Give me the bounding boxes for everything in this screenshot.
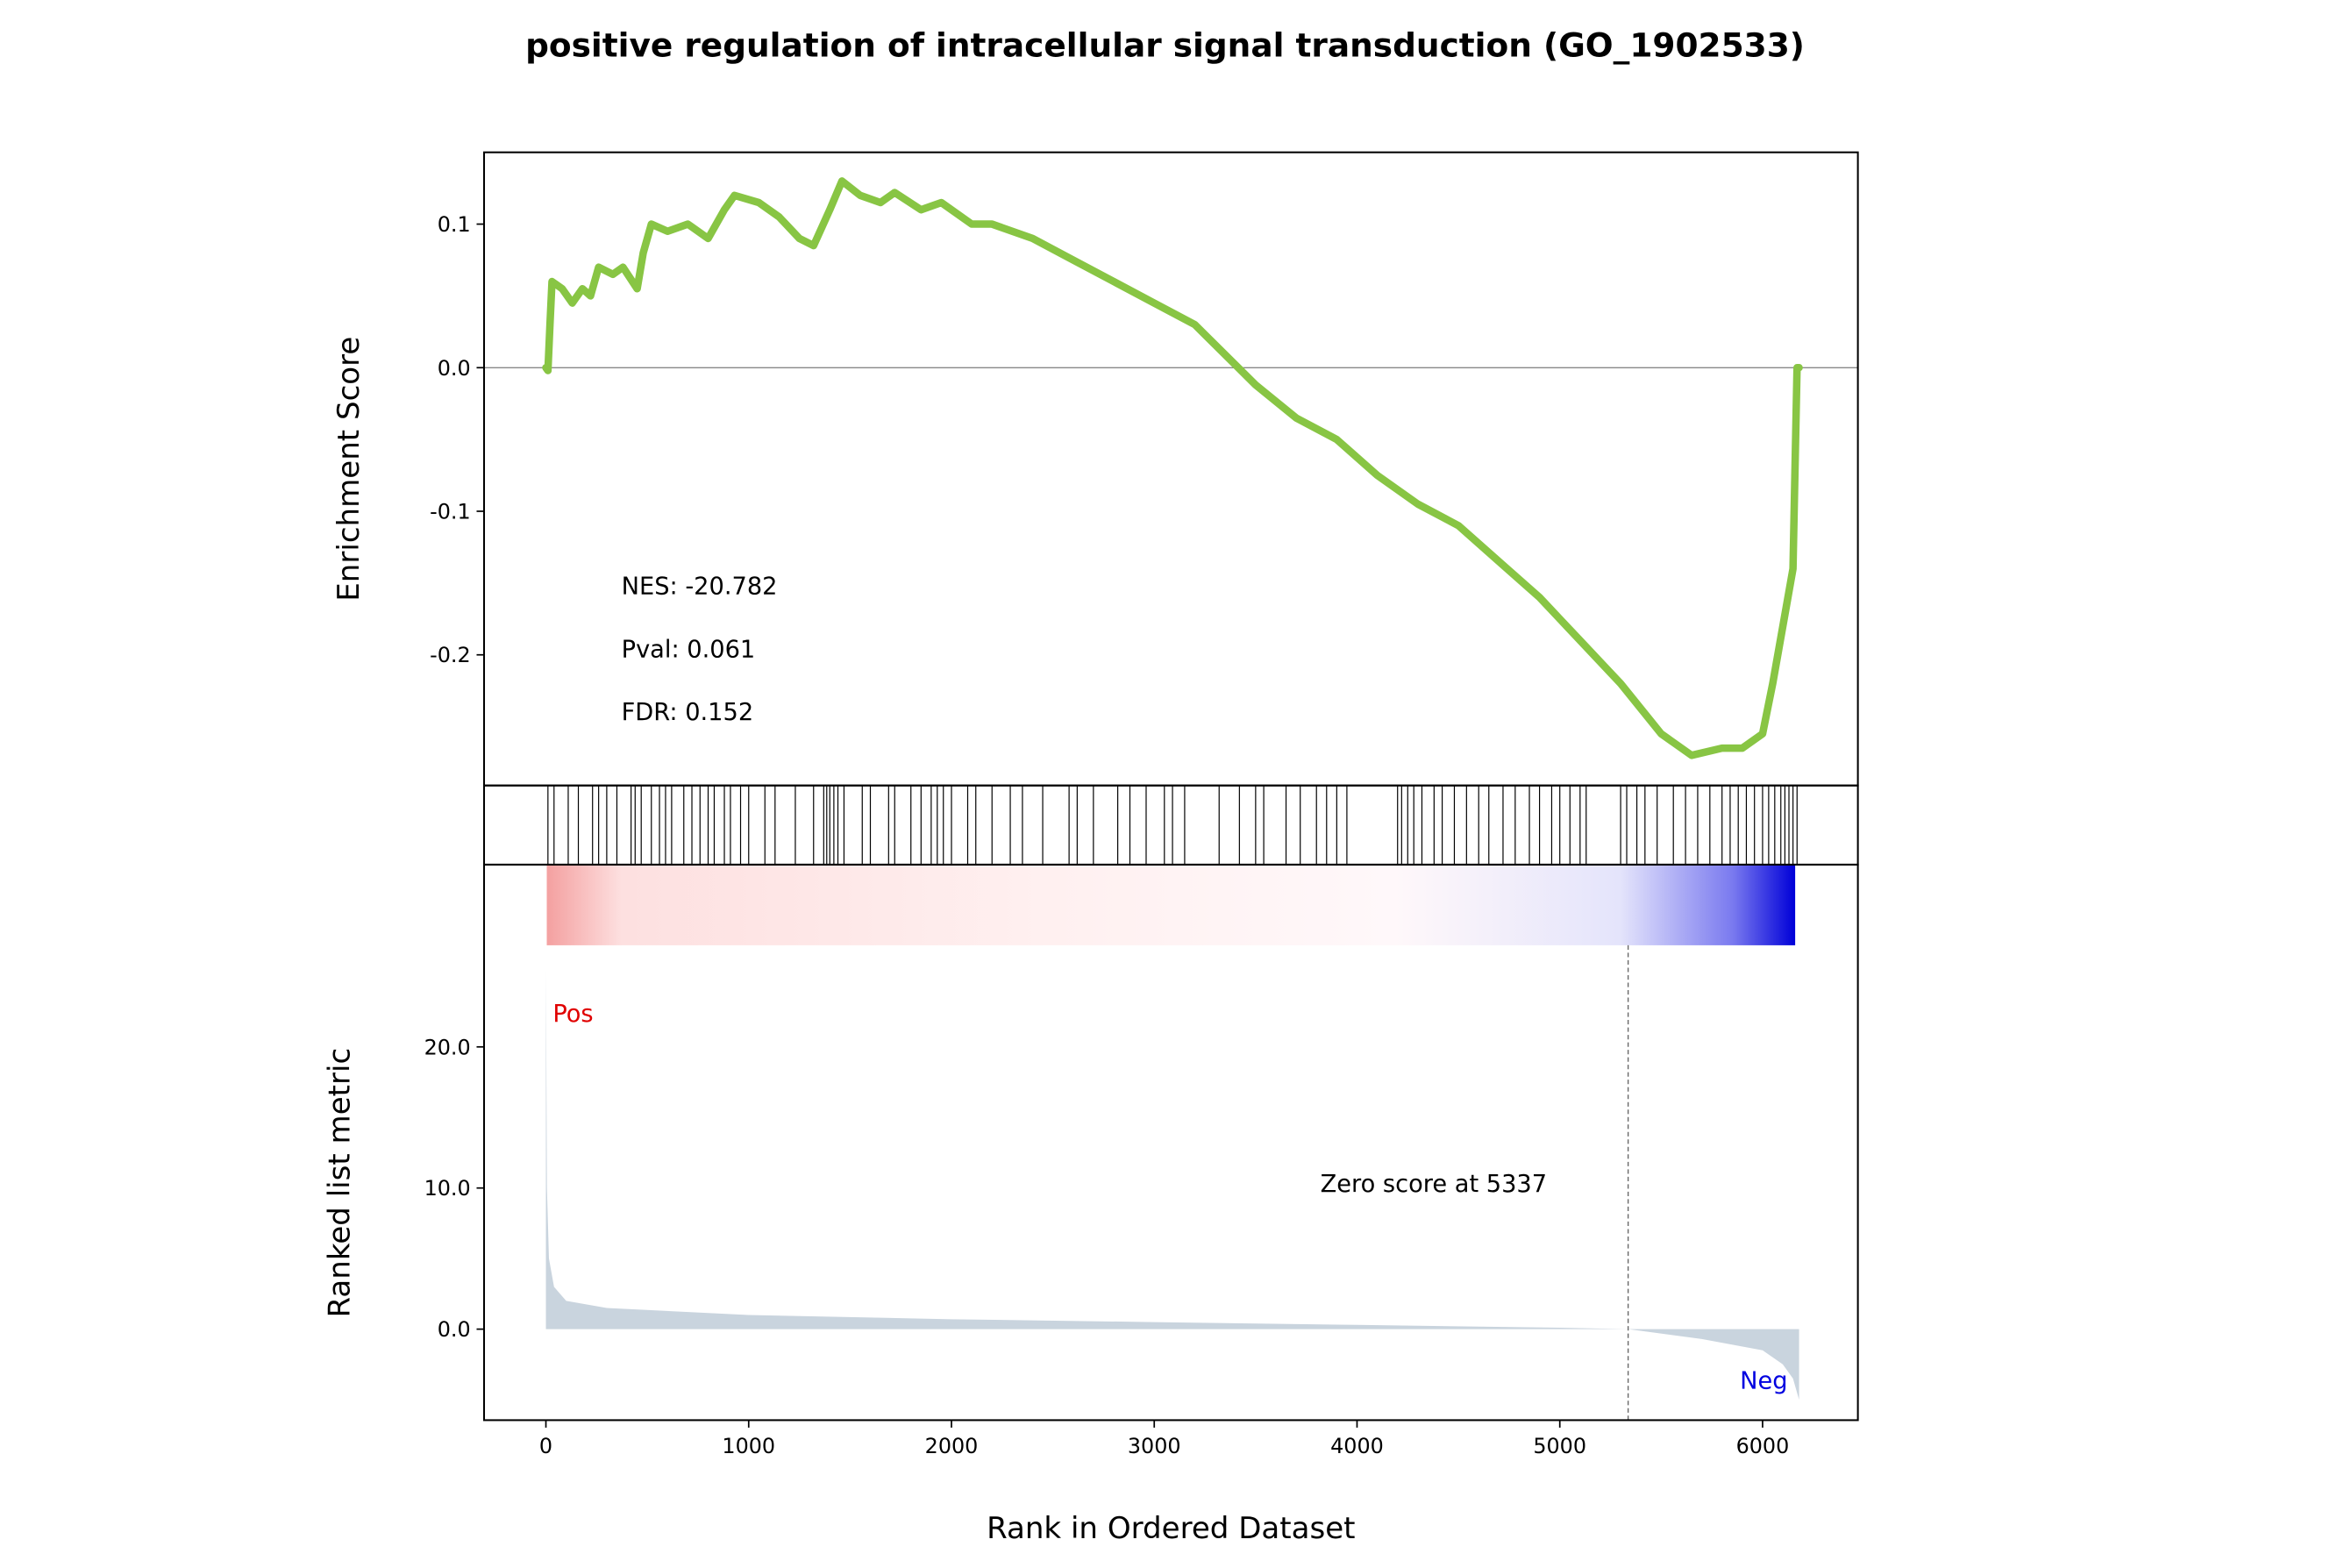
y-tick-label: -0.2 [430, 643, 471, 667]
y-axis-label: Ranked list metric [323, 1048, 358, 1318]
stat-annotation: Pval: 0.061 [622, 636, 756, 663]
x-tick-label: 4000 [1330, 1434, 1384, 1458]
x-tick-label: 2000 [925, 1434, 979, 1458]
y-tick-label: 0.1 [438, 212, 471, 237]
x-tick-label: 6000 [1736, 1434, 1790, 1458]
y-axis-label: Enrichment Score [331, 337, 367, 602]
x-tick-label: 1000 [722, 1434, 775, 1458]
x-tick-label: 5000 [1533, 1434, 1586, 1458]
axes-frame [482, 151, 1859, 787]
chart-title: positive regulation of intracellular sig… [525, 26, 1805, 65]
rank-heatmap [546, 864, 1796, 945]
neg-label: Neg [1740, 1368, 1787, 1395]
stat-annotation: FDR: 0.152 [622, 699, 754, 726]
zero-score-label: Zero score at 5337 [1321, 1171, 1548, 1198]
y-tick-label: 0.0 [438, 1317, 471, 1342]
x-tick-label: 3000 [1128, 1434, 1181, 1458]
pos-label: Pos [552, 1001, 593, 1028]
es-line [542, 177, 1803, 759]
axes-frame [482, 784, 1859, 866]
x-axis-label: Rank in Ordered Dataset [987, 1511, 1355, 1546]
axes-frame [482, 863, 1859, 1422]
y-tick-label: 0.0 [438, 356, 471, 381]
y-tick-label: -0.1 [430, 500, 471, 524]
metric-area [545, 969, 1799, 1401]
y-tick-label: 10.0 [424, 1176, 471, 1201]
y-tick-label: 20.0 [424, 1035, 471, 1059]
x-tick-label: 0 [539, 1434, 552, 1458]
stat-annotation: NES: -20.782 [622, 574, 778, 601]
